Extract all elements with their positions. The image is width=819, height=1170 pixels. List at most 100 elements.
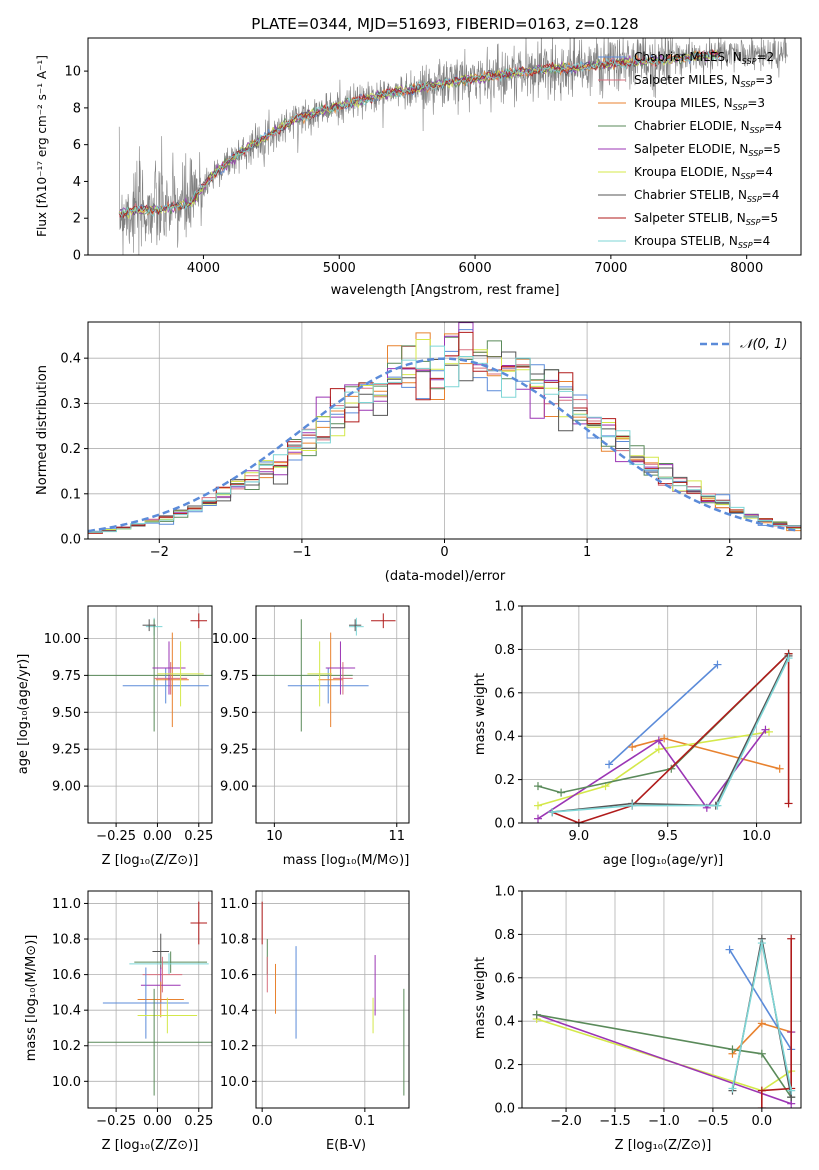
model-spectrum-line bbox=[118, 49, 720, 219]
massweight-vs-age-y-tick-label: 0.6 bbox=[494, 686, 515, 701]
mass-vs-metallicity-x-axis-label: Z [log₁₀(Z/Z⊙)] bbox=[102, 1138, 199, 1153]
residuals-y-tick-label: 0.0 bbox=[60, 533, 81, 548]
massweight-vs-z-x-tick-label: −1.0 bbox=[648, 1114, 680, 1129]
residuals-y-tick-label: 0.4 bbox=[60, 352, 81, 367]
mass-vs-ebv-y-tick-label: 11.0 bbox=[220, 897, 249, 912]
massweight-vs-age-x-tick-label: 9.0 bbox=[569, 829, 590, 844]
mass-vs-ebv-y-tick-label: 10.6 bbox=[220, 968, 249, 983]
massweight-vs-z-y-tick-label: 0.6 bbox=[494, 971, 515, 986]
mass-vs-z-x-tick-label: 0.00 bbox=[143, 1114, 172, 1129]
residual-legend: 𝒩(0, 1) bbox=[700, 337, 787, 352]
residual-x-axis-label: (data-model)/error bbox=[385, 569, 506, 584]
spectrum-x-tick-label: 7000 bbox=[594, 261, 627, 276]
massweight-series-line bbox=[536, 1013, 792, 1098]
massweight-vs-metallicity-panel: −2.0 −1.5 −1.0 −0.5 0.0 0.0 0.2 0.4 0.6 0.8 1.0 Z … bbox=[473, 885, 802, 1153]
residuals-x-tick-label: −2 bbox=[150, 545, 169, 560]
massweight-vs-age-y-axis-label: mass weight bbox=[473, 673, 488, 755]
spectrum-panel: 4000 5000 6000 7000 8000 0 2 4 6 8 10 wavelength [… bbox=[35, 37, 802, 298]
massweight-vs-age-x-axis-label: age [log₁₀(age/yr)] bbox=[603, 853, 724, 868]
histogram-step-line bbox=[88, 345, 801, 533]
age-vs-mass-y-tick-label: 9.75 bbox=[220, 669, 249, 684]
residuals-y-tick-label: 0.1 bbox=[60, 487, 81, 502]
massweight-vs-z-y-tick-label: 0.2 bbox=[494, 1058, 515, 1073]
age-vs-z-y-tick-label: 10.00 bbox=[44, 632, 81, 647]
residuals-y-tick-label: 0.2 bbox=[60, 442, 81, 457]
mass-vs-z-y-tick-label: 10.4 bbox=[52, 1004, 81, 1019]
massweight-vs-z-x-tick-label: −0.5 bbox=[697, 1114, 729, 1129]
age-vs-z-y-tick-label: 9.50 bbox=[52, 706, 81, 721]
spectrum-y-axis-label: Flux [fλ10⁻¹⁷ erg cm⁻² s⁻¹ A⁻¹] bbox=[35, 55, 49, 237]
mass-vs-ebv-y-tick-label: 10.4 bbox=[220, 1004, 249, 1019]
massweight-series-line bbox=[537, 731, 770, 807]
mass-vs-metallicity-y-axis-label: mass [log₁₀(M/M⊙)] bbox=[24, 935, 39, 1062]
legend-entry-label: Kroupa MILES, NSSP=3 bbox=[634, 96, 765, 112]
massweight-vs-age-x-tick-label: 9.5 bbox=[657, 829, 678, 844]
massweight-vs-age-y-tick-label: 0.0 bbox=[494, 817, 515, 832]
massweight-vs-z-x-tick-label: −2.0 bbox=[550, 1114, 582, 1129]
mass-vs-z-y-tick-label: 10.8 bbox=[52, 933, 81, 948]
massweight-vs-metallicity-y-axis-label: mass weight bbox=[473, 957, 488, 1039]
age-vs-metallicity-panel: −0.25 0.00 0.25 9.00 9.25 9.50 9.75 10.00 Z [lo… bbox=[16, 605, 213, 868]
mass-vs-z-x-tick-label: 0.25 bbox=[184, 1114, 213, 1129]
legend-entry-label: Chabrier MILES, NSSP=2 bbox=[634, 50, 774, 66]
mass-vs-extinction-panel: 0.0 0.1 10.0 10.2 10.4 10.6 10.8 11.0 E(B-V) bbox=[220, 890, 410, 1153]
observed-spectrum-line bbox=[118, 38, 788, 255]
age-vs-mass-y-tick-label: 10.00 bbox=[212, 632, 249, 647]
age-vs-mass-x-tick-label: 10 bbox=[266, 829, 283, 844]
mass-vs-ebv-y-tick-label: 10.0 bbox=[220, 1075, 249, 1090]
mass-vs-z-y-tick-label: 10.6 bbox=[52, 968, 81, 983]
spectrum-y-tick-label: 6 bbox=[73, 138, 81, 153]
massweight-series-line bbox=[761, 938, 792, 1108]
residuals-y-tick-label: 0.3 bbox=[60, 397, 81, 412]
massweight-series-line bbox=[552, 657, 790, 813]
massweight-vs-age-y-tick-label: 0.2 bbox=[494, 773, 515, 788]
age-vs-mass-x-tick-label: 11 bbox=[388, 829, 405, 844]
mass-vs-extinction-axes-frame bbox=[255, 890, 410, 1109]
age-vs-z-x-tick-label: 0.25 bbox=[184, 829, 213, 844]
mass-vs-metallicity-panel: −0.25 0.00 0.25 10.0 10.2 10.4 10.6 10.8 11.0 Z … bbox=[24, 890, 213, 1153]
age-vs-mass-x-axis-label: mass [log₁₀(M/M⊙)] bbox=[283, 853, 410, 868]
massweight-vs-z-y-tick-label: 0.0 bbox=[494, 1102, 515, 1117]
spectrum-y-tick-label: 0 bbox=[73, 249, 81, 264]
mass-vs-z-y-tick-label: 10.2 bbox=[52, 1039, 81, 1054]
gaussian-legend-label: 𝒩(0, 1) bbox=[740, 337, 787, 352]
age-vs-metallicity-y-axis-label: age [log₁₀(age/yr)] bbox=[16, 654, 31, 775]
massweight-vs-age-y-tick-label: 0.4 bbox=[494, 730, 515, 745]
age-vs-mass-y-tick-label: 9.00 bbox=[220, 780, 249, 795]
model-spectrum-line bbox=[118, 50, 720, 217]
mass-vs-z-y-tick-label: 10.0 bbox=[52, 1075, 81, 1090]
massweight-vs-z-y-tick-label: 0.8 bbox=[494, 928, 515, 943]
mass-vs-metallicity-axes-frame bbox=[87, 890, 213, 1109]
age-vs-mass-y-tick-label: 9.25 bbox=[220, 743, 249, 758]
massweight-vs-age-axes-frame bbox=[521, 605, 802, 824]
residuals-x-tick-label: 1 bbox=[583, 545, 591, 560]
massweight-vs-z-x-tick-label: 0.0 bbox=[751, 1114, 772, 1129]
legend-entry-label: Salpeter MILES, NSSP=3 bbox=[634, 73, 773, 89]
figure-title: PLATE=0344, MJD=51693, FIBERID=0163, z=0… bbox=[251, 15, 638, 33]
legend-entry-label: Chabrier ELODIE, NSSP=4 bbox=[634, 119, 782, 135]
spectrum-x-tick-label: 6000 bbox=[459, 261, 492, 276]
massweight-series-line bbox=[552, 655, 790, 813]
spectrum-x-tick-label: 4000 bbox=[187, 261, 220, 276]
spectrum-y-tick-label: 10 bbox=[64, 65, 81, 80]
spectrum-y-tick-label: 8 bbox=[73, 101, 81, 116]
age-vs-metallicity-axes-frame bbox=[87, 605, 213, 824]
age-vs-z-y-tick-label: 9.25 bbox=[52, 743, 81, 758]
massweight-vs-metallicity-axes-frame bbox=[521, 890, 802, 1109]
massweight-series-line bbox=[608, 664, 719, 765]
mass-vs-extinction-x-axis-label: E(B-V) bbox=[326, 1138, 366, 1153]
massweight-vs-age-x-tick-label: 10.0 bbox=[742, 829, 771, 844]
age-vs-mass-y-tick-label: 9.50 bbox=[220, 706, 249, 721]
age-vs-z-y-tick-label: 9.75 bbox=[52, 669, 81, 684]
age-vs-z-x-tick-label: −0.25 bbox=[96, 829, 136, 844]
residual-histogram-panel: −2 −1 0 1 2 0.0 0.1 0.2 0.3 0.4 (data-model)/erro… bbox=[35, 321, 802, 584]
spectrum-x-axis-label: wavelength [Angstrom, rest frame] bbox=[331, 283, 560, 298]
legend-entry-label: Salpeter ELODIE, NSSP=5 bbox=[634, 142, 781, 158]
spectrum-legend: Chabrier MILES, NSSP=2 Salpeter MILES, NS… bbox=[598, 50, 782, 250]
age-vs-z-y-tick-label: 9.00 bbox=[52, 780, 81, 795]
massweight-vs-age-y-tick-label: 1.0 bbox=[494, 600, 515, 615]
massweight-vs-z-y-tick-label: 1.0 bbox=[494, 885, 515, 900]
mass-vs-ebv-x-tick-label: 0.1 bbox=[355, 1114, 376, 1129]
residuals-x-tick-label: −1 bbox=[292, 545, 311, 560]
